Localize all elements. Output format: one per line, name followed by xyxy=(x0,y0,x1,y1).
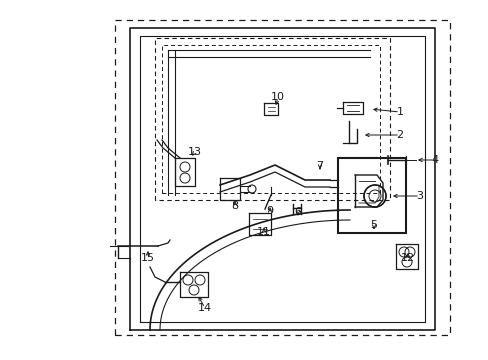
Text: 12: 12 xyxy=(400,253,414,263)
Bar xyxy=(337,158,405,233)
Text: 1: 1 xyxy=(396,107,403,117)
Text: 3: 3 xyxy=(416,191,423,201)
Text: 8: 8 xyxy=(231,201,238,211)
Text: 14: 14 xyxy=(198,303,212,313)
Text: 4: 4 xyxy=(430,155,438,165)
Text: 5: 5 xyxy=(370,220,377,230)
Text: 2: 2 xyxy=(396,130,403,140)
Text: 6: 6 xyxy=(294,207,301,217)
Text: 11: 11 xyxy=(257,227,270,237)
Text: 9: 9 xyxy=(266,206,273,216)
Text: 7: 7 xyxy=(316,161,323,171)
Text: 10: 10 xyxy=(270,92,285,102)
Text: 15: 15 xyxy=(141,253,155,263)
Text: 13: 13 xyxy=(187,147,202,157)
